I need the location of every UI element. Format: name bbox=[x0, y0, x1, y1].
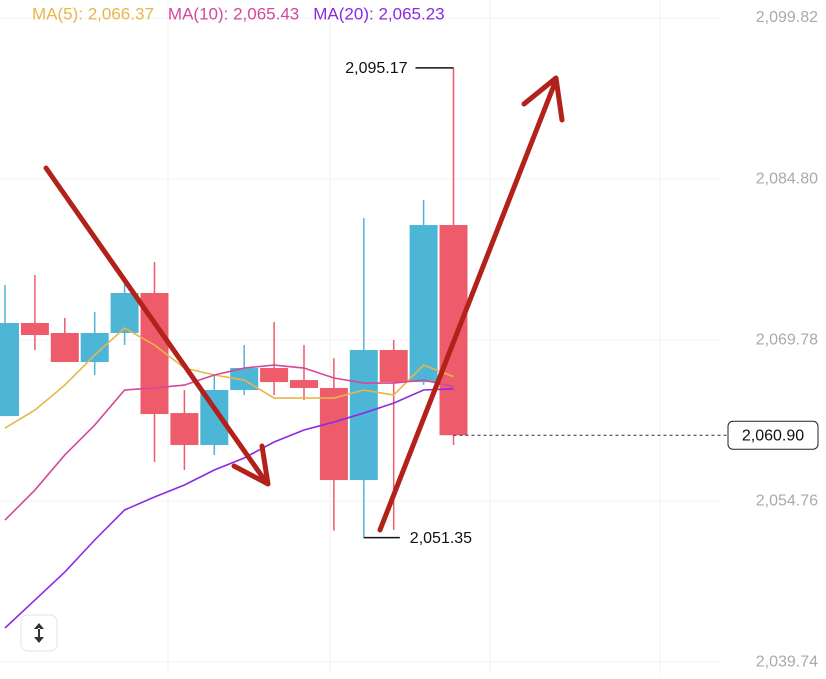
candle-body bbox=[290, 380, 318, 388]
up-arrow bbox=[377, 77, 559, 533]
candle-body bbox=[349, 350, 378, 481]
down-arrow bbox=[43, 165, 269, 485]
ma-line bbox=[4, 388, 454, 629]
y-tick-label: 2,054.76 bbox=[756, 492, 818, 509]
legend-entry: MA(10): 2,065.43 bbox=[168, 4, 299, 23]
candle-body bbox=[80, 332, 109, 363]
y-tick-label: 2,069.78 bbox=[756, 331, 818, 348]
last-price-label: 2,060.90 bbox=[742, 427, 804, 444]
down-arrow-head bbox=[231, 443, 271, 487]
legend-entry: MA(20): 2,065.23 bbox=[313, 4, 444, 23]
candle-body bbox=[170, 413, 199, 446]
candle-body bbox=[409, 225, 438, 383]
y-tick-label: 2,039.74 bbox=[756, 653, 818, 670]
candle-body bbox=[110, 292, 139, 333]
candle-body bbox=[439, 225, 468, 436]
annotation-arrows bbox=[43, 75, 565, 533]
candle-body bbox=[50, 332, 79, 363]
legend-entry: MA(5): 2,066.37 bbox=[32, 4, 154, 23]
y-tick-label: 2,084.80 bbox=[756, 170, 818, 187]
ma-line bbox=[4, 327, 454, 429]
ma-line bbox=[4, 364, 454, 521]
y-tick-label: 2,099.82 bbox=[756, 9, 818, 26]
candle-body bbox=[0, 323, 19, 417]
reset-button[interactable] bbox=[20, 614, 58, 652]
high-marker-label: 2,095.17 bbox=[345, 60, 407, 77]
candle-body bbox=[20, 323, 49, 336]
candle-body bbox=[379, 350, 408, 383]
last-price-box bbox=[727, 420, 819, 450]
button-icon[interactable] bbox=[34, 623, 44, 643]
up-arrow-head bbox=[521, 75, 565, 123]
candle-body bbox=[319, 387, 348, 481]
candle-body bbox=[260, 368, 289, 383]
low-marker-label: 2,051.35 bbox=[410, 530, 472, 547]
